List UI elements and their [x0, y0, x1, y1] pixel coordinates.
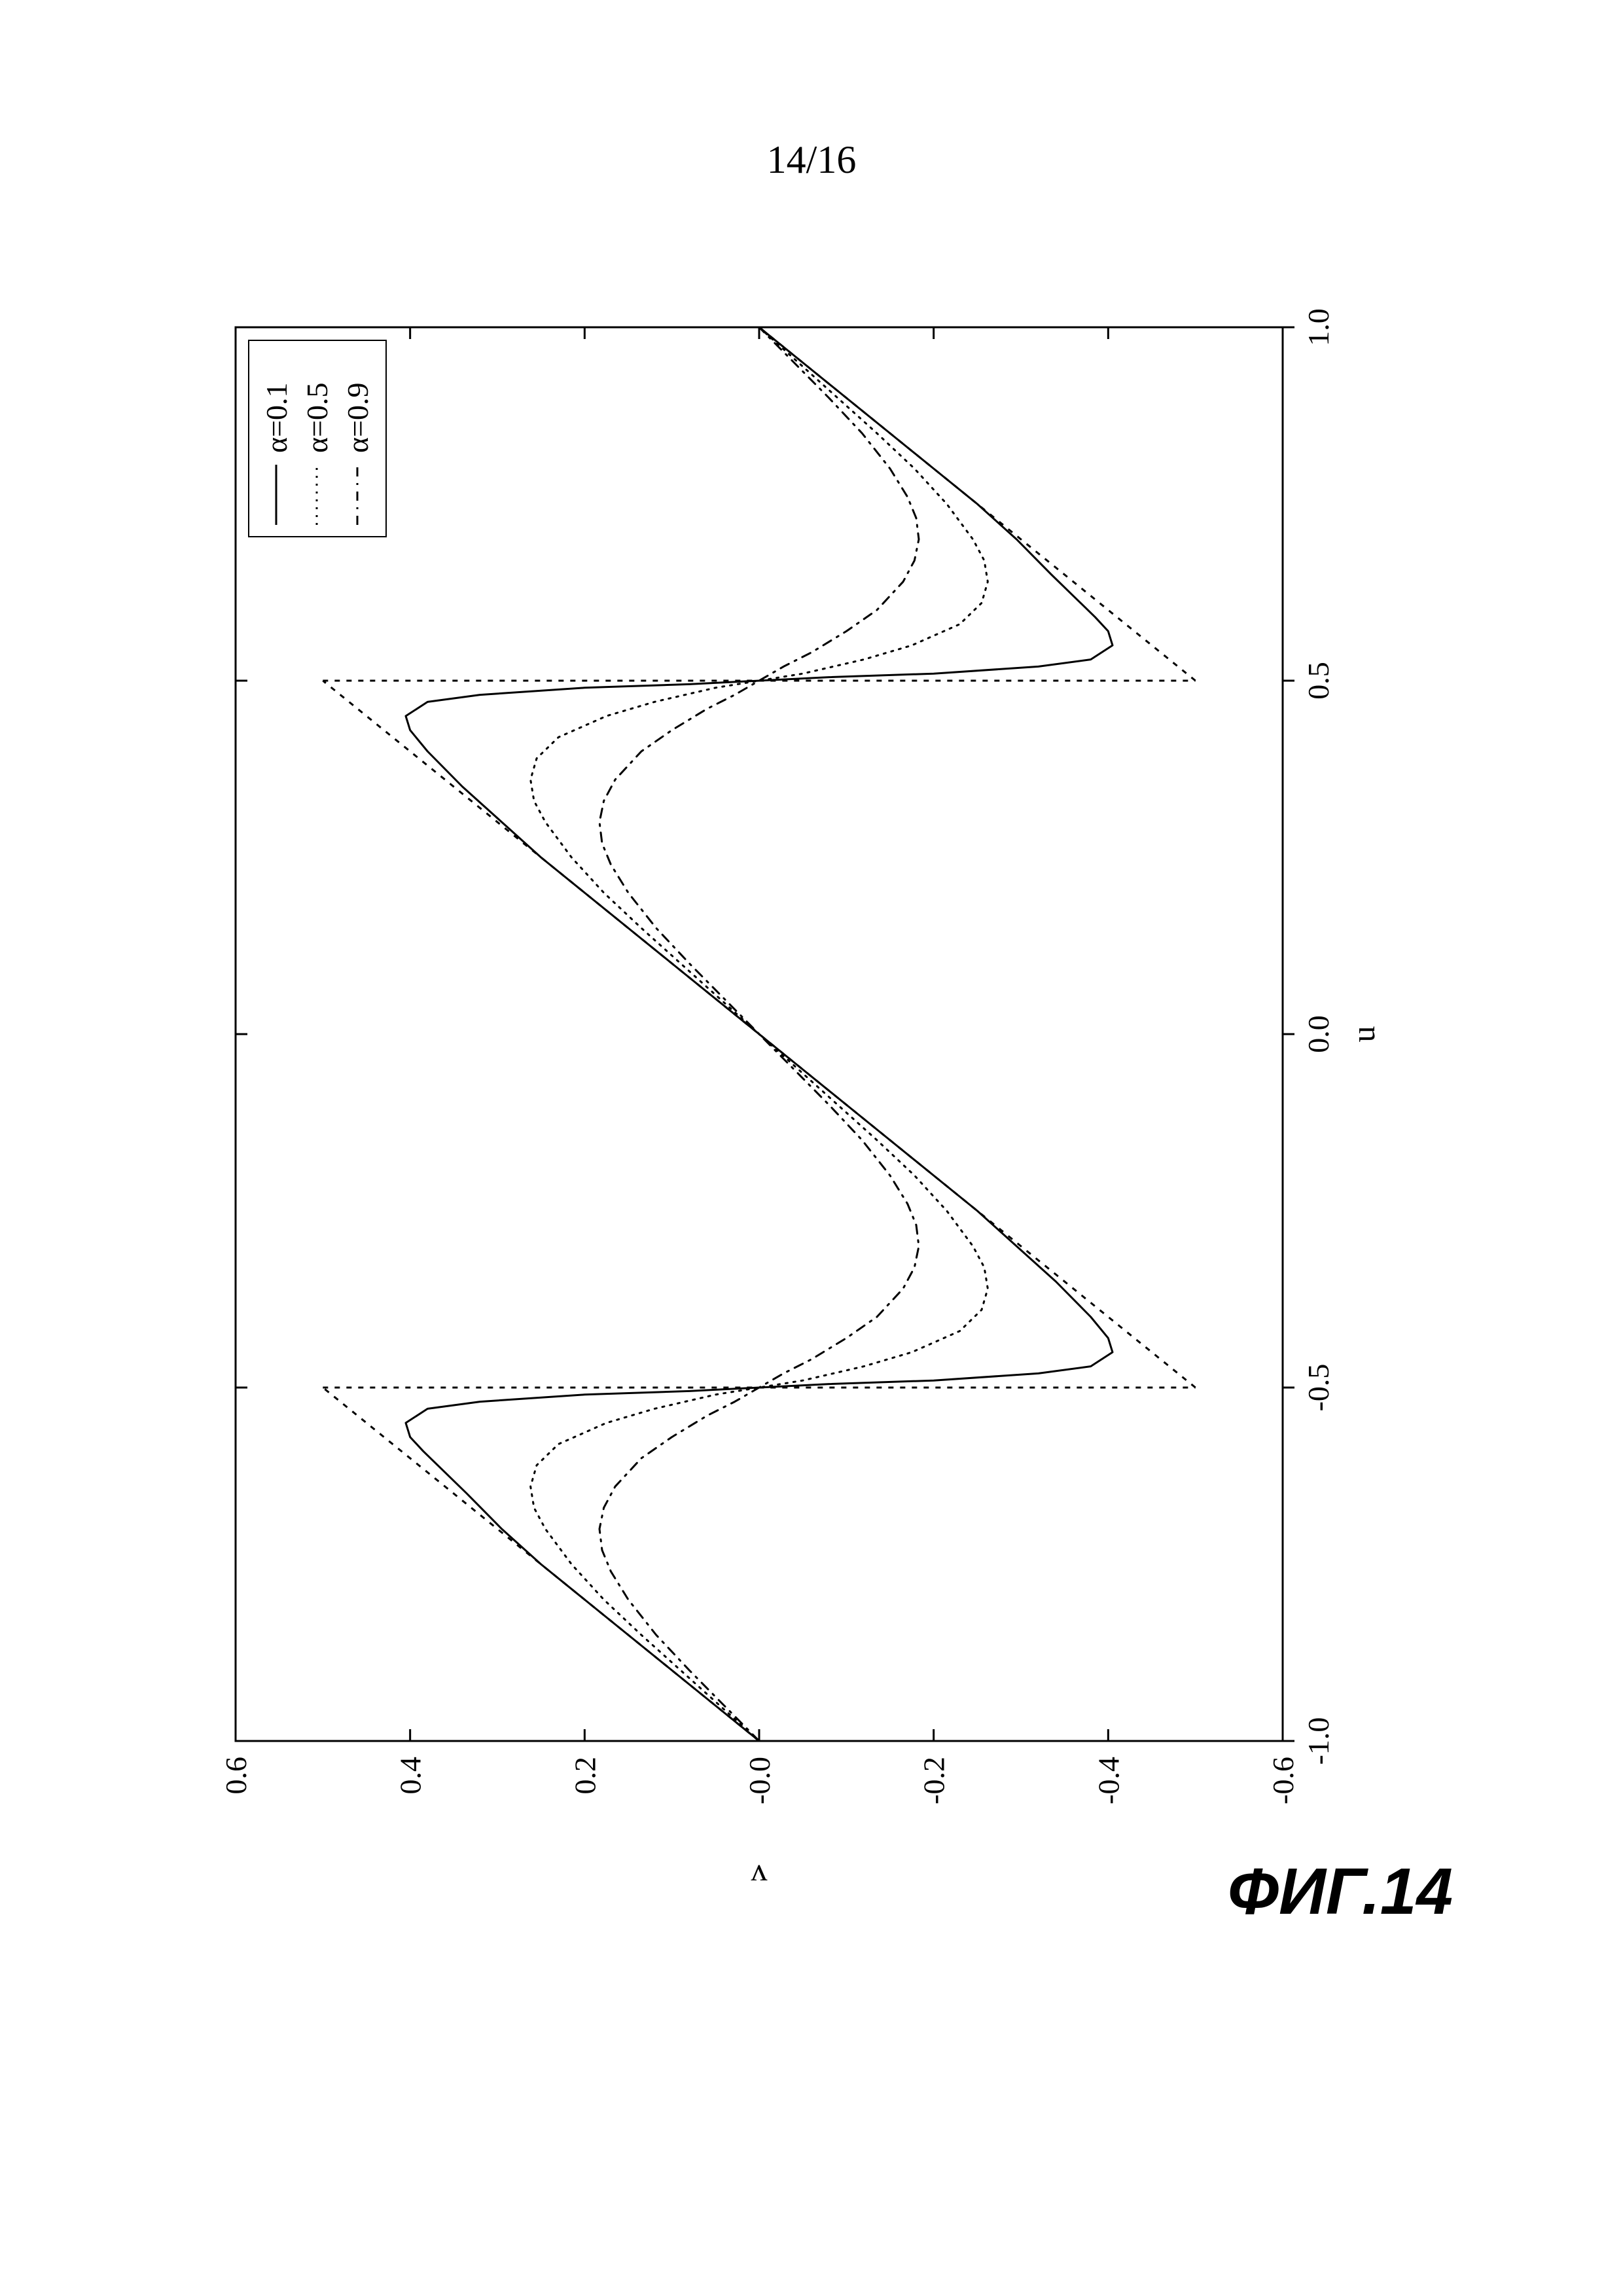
y-tick-label: -0.4 [1092, 1757, 1125, 1804]
page-number: 14/16 [0, 137, 1623, 183]
x-tick-label: 1.0 [1302, 308, 1335, 346]
figure-caption: ФИГ.14 [1228, 1854, 1453, 1929]
legend-label: α=0.1 [260, 382, 293, 453]
legend-label: α=0.9 [341, 382, 374, 453]
x-tick-label: -1.0 [1302, 1717, 1335, 1765]
x-tick-label: 0.5 [1302, 662, 1335, 700]
x-axis-label: u [1345, 1026, 1382, 1043]
figure-page: 14/16 -1.0 -0.5 0.0 0.5 1.0 -0.6 -0.4 -0.2 -0.0 0… [0, 0, 1623, 2296]
x-tick-label: -0.5 [1302, 1364, 1335, 1412]
y-tick-label: -0.6 [1266, 1757, 1300, 1804]
y-tick-label: 0.6 [219, 1757, 253, 1795]
y-tick-label: 0.4 [394, 1757, 427, 1795]
series-alpha09 [599, 327, 919, 1741]
x-tick-label: 0.0 [1302, 1015, 1335, 1053]
legend-label: α=0.5 [300, 382, 334, 453]
chart-svg: -1.0 -0.5 0.0 0.5 1.0 -0.6 -0.4 -0.2 -0.0 0.2 0.4 0… [196, 275, 1414, 1911]
chart-container: -1.0 -0.5 0.0 0.5 1.0 -0.6 -0.4 -0.2 -0.0 0.2 0.4 0… [196, 275, 1414, 1911]
y-tick-label: -0.0 [743, 1757, 776, 1804]
y-tick-label: 0.2 [568, 1757, 601, 1795]
y-tick-label: -0.2 [918, 1757, 951, 1804]
y-axis-label: v [751, 1858, 768, 1895]
